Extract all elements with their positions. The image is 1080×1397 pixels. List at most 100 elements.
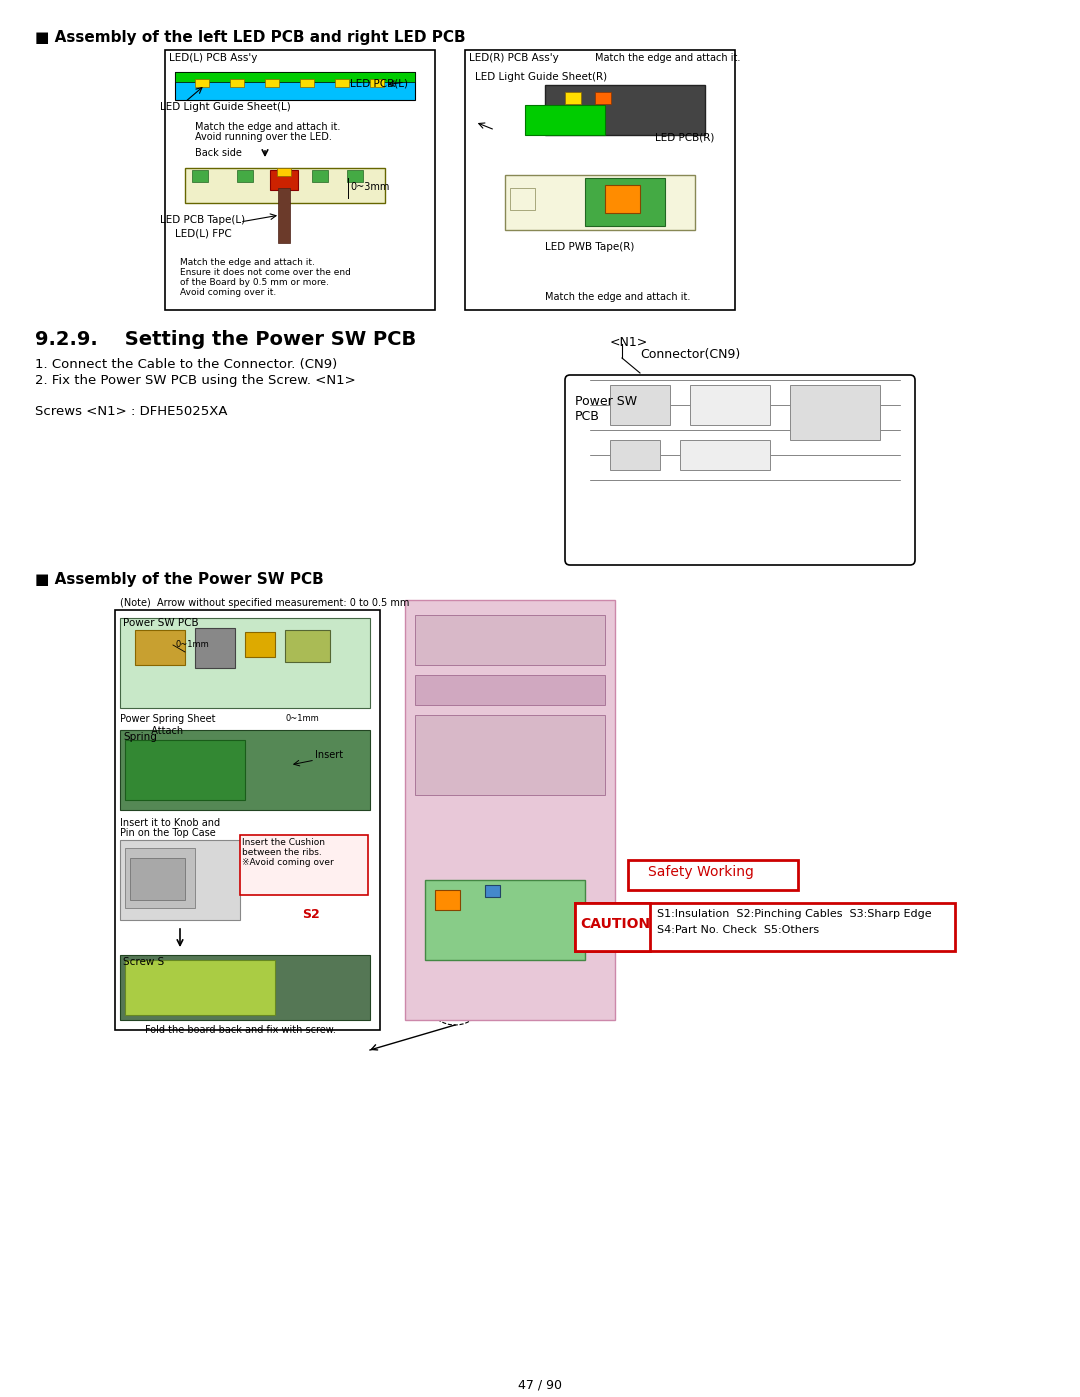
FancyBboxPatch shape <box>565 374 915 564</box>
Text: Power SW PCB: Power SW PCB <box>123 617 199 629</box>
Bar <box>230 80 244 87</box>
Text: 1. Connect the Cable to the Connector. (CN9): 1. Connect the Cable to the Connector. (… <box>35 358 337 372</box>
Circle shape <box>565 789 585 810</box>
Bar <box>114 610 380 1030</box>
Bar <box>245 631 275 657</box>
Ellipse shape <box>132 760 148 770</box>
Circle shape <box>490 725 500 735</box>
Bar <box>270 170 298 190</box>
Text: 0~1mm: 0~1mm <box>175 640 208 650</box>
Text: between the ribs.: between the ribs. <box>242 848 322 856</box>
Bar <box>510 189 535 210</box>
Circle shape <box>170 975 190 995</box>
Text: LED PCB Tape(L): LED PCB Tape(L) <box>160 215 245 225</box>
Bar <box>195 629 235 668</box>
Bar <box>690 386 770 425</box>
Bar <box>125 848 195 908</box>
Circle shape <box>570 795 580 805</box>
Circle shape <box>485 766 505 785</box>
Text: ※Avoid coming over: ※Avoid coming over <box>242 858 334 868</box>
Bar <box>240 835 368 895</box>
Text: LED(L) FPC: LED(L) FPC <box>175 228 232 237</box>
Bar <box>135 630 185 665</box>
Text: Match the edge and attach it.: Match the edge and attach it. <box>180 258 315 267</box>
Text: LED(L) PCB Ass'y: LED(L) PCB Ass'y <box>168 53 257 63</box>
Bar <box>415 715 605 795</box>
Text: ■ Assembly of the Power SW PCB: ■ Assembly of the Power SW PCB <box>35 571 324 587</box>
Bar <box>278 189 291 243</box>
Circle shape <box>135 975 156 995</box>
Bar <box>595 92 611 103</box>
Bar <box>426 880 585 960</box>
Bar <box>165 50 435 310</box>
Bar <box>120 617 370 708</box>
Text: LED PWB Tape(R): LED PWB Tape(R) <box>545 242 634 251</box>
Text: Screws <N1> : DFHE5025XA: Screws <N1> : DFHE5025XA <box>35 405 228 418</box>
Circle shape <box>420 795 430 805</box>
Bar <box>125 960 275 1016</box>
Text: Avoid coming over it.: Avoid coming over it. <box>180 288 276 298</box>
Text: 2. Fix the Power SW PCB using the Screw. <N1>: 2. Fix the Power SW PCB using the Screw.… <box>35 374 355 387</box>
Circle shape <box>420 623 430 633</box>
Bar <box>575 902 650 951</box>
Bar <box>627 861 798 890</box>
Bar <box>405 599 615 1020</box>
Text: ■ Assembly of the left LED PCB and right LED PCB: ■ Assembly of the left LED PCB and right… <box>35 29 465 45</box>
Bar <box>130 858 185 900</box>
Bar <box>610 440 660 469</box>
Text: Back side: Back side <box>195 148 242 158</box>
Bar <box>285 630 330 662</box>
Text: S4:Part No. Check  S5:Others: S4:Part No. Check S5:Others <box>657 925 819 935</box>
Text: Screw S: Screw S <box>123 957 164 967</box>
Bar <box>575 902 955 951</box>
Text: LED PCB(L): LED PCB(L) <box>350 78 408 88</box>
Text: of the Board by 0.5 mm or more.: of the Board by 0.5 mm or more. <box>180 278 329 286</box>
Bar <box>175 73 415 82</box>
Text: 47 / 90: 47 / 90 <box>518 1377 562 1391</box>
Bar <box>585 177 665 226</box>
Circle shape <box>292 897 328 933</box>
Bar <box>185 168 384 203</box>
Text: S1:Insulation  S2:Pinching Cables  S3:Sharp Edge: S1:Insulation S2:Pinching Cables S3:Shar… <box>657 909 932 919</box>
Bar <box>175 73 415 101</box>
Text: Safety Working: Safety Working <box>648 865 754 879</box>
Bar <box>505 175 696 231</box>
Circle shape <box>205 975 225 995</box>
Text: LED Light Guide Sheet(L): LED Light Guide Sheet(L) <box>160 102 291 112</box>
Circle shape <box>485 719 505 740</box>
Bar <box>435 890 460 909</box>
Circle shape <box>565 617 585 638</box>
Bar <box>789 386 880 440</box>
Circle shape <box>570 623 580 633</box>
Text: 0~1mm: 0~1mm <box>285 714 319 724</box>
Text: 0~3mm: 0~3mm <box>350 182 390 191</box>
Text: Spring: Spring <box>123 732 157 742</box>
Bar <box>415 615 605 665</box>
Bar <box>347 170 363 182</box>
Text: Match the edge and attach it.: Match the edge and attach it. <box>545 292 690 302</box>
Bar <box>415 675 605 705</box>
Bar <box>120 840 240 921</box>
Bar <box>300 80 314 87</box>
Text: Insert the Cushion: Insert the Cushion <box>242 838 325 847</box>
Bar <box>237 170 253 182</box>
Text: Pin on the Top Case: Pin on the Top Case <box>120 828 216 838</box>
Text: Insert: Insert <box>315 750 343 760</box>
Bar <box>545 85 705 136</box>
Text: Match the edge and attach it.: Match the edge and attach it. <box>195 122 340 131</box>
Text: LED Light Guide Sheet(R): LED Light Guide Sheet(R) <box>475 73 607 82</box>
Text: (Note)  Arrow without specified measurement: 0 to 0.5 mm: (Note) Arrow without specified measureme… <box>120 598 409 608</box>
Text: 9.2.9.    Setting the Power SW PCB: 9.2.9. Setting the Power SW PCB <box>35 330 416 349</box>
Bar <box>485 886 500 897</box>
Text: Power Spring Sheet
          Attach: Power Spring Sheet Attach <box>120 714 216 736</box>
Circle shape <box>415 789 435 810</box>
Text: Ensure it does not come over the end: Ensure it does not come over the end <box>180 268 351 277</box>
Bar <box>610 386 670 425</box>
Bar <box>125 740 245 800</box>
Bar <box>276 168 291 176</box>
Bar <box>605 184 640 212</box>
Bar <box>120 731 370 810</box>
Bar <box>265 80 279 87</box>
Text: S2: S2 <box>302 908 320 921</box>
Text: Insert it to Knob and: Insert it to Knob and <box>120 819 220 828</box>
